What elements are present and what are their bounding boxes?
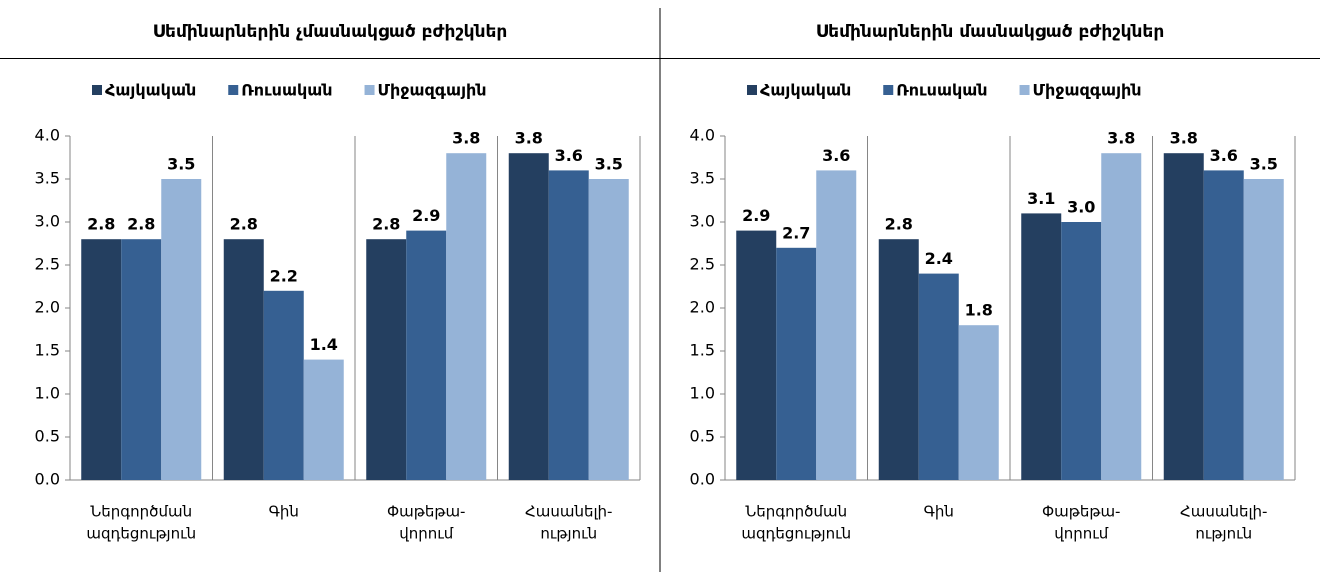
- bar: [446, 153, 487, 480]
- y-tick-label: 1.0: [690, 384, 715, 403]
- data-label: 3.8: [1107, 129, 1135, 148]
- data-label: 2.2: [270, 266, 298, 285]
- data-label: 3.5: [167, 155, 195, 174]
- bar: [1061, 222, 1102, 480]
- legend-label: Միջազգային: [1033, 81, 1142, 100]
- y-tick-label: 4.0: [690, 126, 715, 145]
- y-tick-label: 3.0: [690, 212, 715, 231]
- bar: [1203, 170, 1244, 480]
- y-tick-label: 0.0: [35, 470, 60, 489]
- y-tick-label: 0.5: [690, 427, 715, 446]
- x-tick-label: ություն: [1195, 525, 1252, 543]
- bar: [816, 170, 857, 480]
- bar: [1243, 179, 1284, 480]
- data-label: 2.4: [925, 249, 953, 268]
- legend-label: Ռուսական: [896, 81, 987, 100]
- bar: [121, 239, 162, 480]
- data-label: 3.1: [1027, 189, 1055, 208]
- bar: [366, 239, 407, 480]
- data-label: 2.9: [742, 206, 770, 225]
- bar: [508, 153, 549, 480]
- data-label: 3.6: [555, 146, 583, 165]
- x-tick-label: վորում: [1054, 525, 1109, 543]
- y-tick-label: 0.5: [35, 427, 60, 446]
- data-label: 2.8: [230, 215, 258, 234]
- legend-swatch: [92, 85, 102, 95]
- bar: [161, 179, 202, 480]
- data-label: 2.8: [372, 215, 400, 234]
- legend-swatch: [364, 85, 375, 95]
- bar: [1021, 213, 1062, 480]
- bar: [878, 239, 919, 480]
- chart-title: Սեմինարներին չմասնակցած բժիշկներ: [153, 22, 508, 42]
- y-tick-label: 2.5: [35, 255, 60, 274]
- bar: [1101, 153, 1142, 480]
- bar: [776, 247, 817, 480]
- bar: [736, 230, 777, 480]
- legend-swatch: [883, 85, 894, 95]
- bar: [303, 359, 344, 480]
- legend-label: Հայկական: [105, 81, 196, 100]
- data-label: 2.8: [87, 215, 115, 234]
- x-tick-label: Ներգործման: [745, 503, 847, 521]
- data-label: 3.8: [452, 129, 480, 148]
- data-label: 2.8: [127, 215, 155, 234]
- x-tick-label: Փաթեթա-: [1042, 503, 1120, 521]
- bar: [918, 273, 959, 480]
- legend-label: Ռուսական: [241, 81, 332, 100]
- data-label: 1.4: [310, 335, 338, 354]
- y-tick-label: 4.0: [35, 126, 60, 145]
- legend-swatch: [747, 85, 757, 95]
- data-label: 3.6: [1210, 146, 1238, 165]
- x-tick-label: Գին: [269, 503, 299, 521]
- y-tick-label: 1.5: [690, 341, 715, 360]
- data-label: 3.5: [1250, 155, 1278, 174]
- y-tick-label: 3.5: [690, 169, 715, 188]
- chart-title: Սեմինարներին մասնակցած բժիշկներ: [816, 22, 1165, 42]
- legend-label: Հայկական: [760, 81, 851, 100]
- y-tick-label: 2.0: [35, 298, 60, 317]
- y-tick-label: 0.0: [690, 470, 715, 489]
- x-tick-label: Փաթեթա-: [387, 503, 465, 521]
- y-tick-label: 3.0: [35, 212, 60, 231]
- bar: [406, 230, 447, 480]
- data-label: 3.6: [822, 146, 850, 165]
- data-label: 2.7: [782, 223, 810, 242]
- bar: [588, 179, 629, 480]
- x-tick-label: ազդեցություն: [86, 525, 196, 543]
- data-label: 3.5: [595, 155, 623, 174]
- bar: [81, 239, 122, 480]
- bar: [223, 239, 264, 480]
- y-tick-label: 1.5: [35, 341, 60, 360]
- data-label: 3.8: [1170, 129, 1198, 148]
- data-label: 2.8: [885, 215, 913, 234]
- legend-swatch: [1019, 85, 1030, 95]
- x-tick-label: Հասանելի-: [1180, 503, 1267, 521]
- data-label: 3.0: [1067, 198, 1095, 217]
- data-label: 3.8: [515, 129, 543, 148]
- x-tick-label: Գին: [924, 503, 954, 521]
- x-tick-label: վորում: [399, 525, 454, 543]
- data-label: 1.8: [965, 301, 993, 320]
- bar: [263, 290, 304, 480]
- legend-swatch: [228, 85, 239, 95]
- x-tick-label: Հասանելի-: [525, 503, 612, 521]
- x-tick-label: Ներգործման: [90, 503, 192, 521]
- bar: [1163, 153, 1204, 480]
- bar: [548, 170, 589, 480]
- y-tick-label: 1.0: [35, 384, 60, 403]
- y-tick-label: 2.0: [690, 298, 715, 317]
- legend-label: Միջազգային: [378, 81, 487, 100]
- data-label: 2.9: [412, 206, 440, 225]
- bar: [958, 325, 999, 480]
- x-tick-label: ազդեցություն: [741, 525, 851, 543]
- y-tick-label: 2.5: [690, 255, 715, 274]
- y-tick-label: 3.5: [35, 169, 60, 188]
- x-tick-label: ություն: [540, 525, 597, 543]
